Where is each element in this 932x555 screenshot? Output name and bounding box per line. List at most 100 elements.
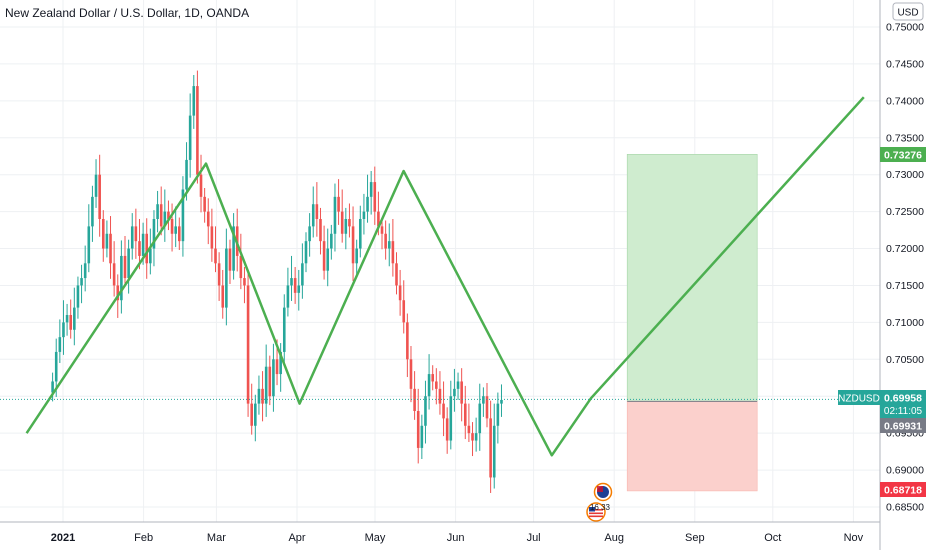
symbol-price-tag: NZDUSD 0.69958 02:11:05 [838,390,926,418]
candle-down [112,263,116,286]
candle-up [80,278,83,286]
symbol-tag-label: NZDUSD [838,394,880,405]
candle-down [463,403,467,426]
candle-up [326,248,330,271]
x-tick-label: Oct [764,532,781,544]
candle-down [442,403,445,419]
event-count-label: 16 33 [590,503,611,512]
candle-down [116,285,120,301]
candle-down [489,418,492,478]
stop-price-tag: 0.68718 [880,482,926,497]
stop-price-label: 0.68718 [884,485,922,497]
candle-up [344,219,348,234]
candle-down [340,211,344,234]
candle-down [268,366,272,397]
candle-down [435,381,438,389]
candle-up [286,285,290,308]
long-position-tool[interactable] [626,154,758,492]
candle-up [362,211,366,219]
crosshair-price-label: 0.69931 [884,421,922,433]
candle-down [337,196,340,212]
candle-down [109,233,112,264]
candle-down [391,241,395,264]
y-tick-label: 0.71000 [886,317,924,329]
x-tick-label: Jul [527,532,541,544]
candle-up [232,226,235,271]
candle-up [449,396,453,441]
y-tick-label: 0.74000 [886,95,924,107]
candle-up [369,182,373,197]
candle-down [406,322,409,360]
candle-up [420,425,424,448]
candlestick-series [51,70,503,493]
candle-down [445,418,449,441]
candle-down [293,278,297,293]
candle-up [500,399,503,404]
candle-up [355,248,358,264]
candle-up [188,115,192,160]
candle-up [192,86,196,116]
y-tick-label: 0.68500 [886,502,924,514]
y-tick-label: 0.74500 [886,58,924,70]
stop-loss-zone[interactable] [626,401,758,492]
candle-up [427,374,431,397]
candle-up [174,226,177,234]
candle-down [380,226,384,234]
x-tick-label: 2021 [51,532,75,544]
candle-up [492,425,496,478]
candle-down [351,226,355,264]
candle-up [91,196,94,227]
current-price-label: 0.69958 [884,393,922,405]
candle-down [145,233,149,264]
zigzag-polyline[interactable] [25,96,865,457]
profit-target-zone[interactable] [626,154,758,402]
symbol-title[interactable]: New Zealand Dollar / U.S. Dollar, 1D, OA… [5,6,249,20]
candle-up [272,359,275,397]
candle-down [348,219,351,227]
candle-up [149,248,152,264]
x-tick-label: Jun [447,532,465,544]
target-price-label: 0.73276 [884,150,922,162]
candle-up [87,226,91,264]
candle-up [254,403,257,426]
x-tick-label: Sep [685,532,705,544]
candle-up [58,337,62,352]
candle-down [196,86,199,175]
candle-down [243,278,246,286]
candle-up [225,248,228,308]
candle-up [156,204,159,219]
candle-down [210,226,214,249]
candle-up [359,219,362,249]
zigzag-pattern-line[interactable] [25,96,865,457]
candle-down [203,196,206,212]
candle-up [62,322,65,338]
candle-down [69,315,72,330]
y-tick-label: 0.73000 [886,169,924,181]
candle-down [167,211,170,219]
candle-up [152,219,156,249]
candle-up [127,248,130,279]
y-tick-label: 0.75000 [886,22,924,34]
bar-countdown-label: 02:11:05 [884,406,923,417]
candle-up [76,285,80,308]
candle-up [94,174,98,197]
event-markers[interactable]: 16 33 [586,482,613,522]
candle-up [282,307,286,352]
candle-up [257,388,261,404]
candle-up [290,278,293,286]
candle-up [163,211,167,227]
target-price-tag: 0.73276 [880,147,926,162]
candle-up [308,226,311,242]
candle-up [366,196,369,212]
candle-up [65,315,69,323]
candle-down [438,388,442,404]
nz-flag-icon[interactable] [593,482,613,502]
candle-down [373,182,377,212]
candle-down [170,219,174,234]
candle-up [456,381,460,389]
us-flag-icon[interactable]: 16 33 [586,502,611,522]
currency-badge[interactable]: USD [892,2,924,21]
